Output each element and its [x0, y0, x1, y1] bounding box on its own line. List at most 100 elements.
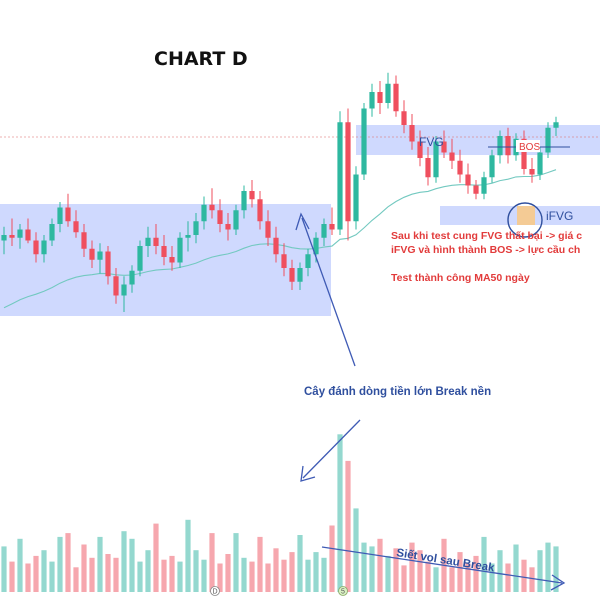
fvg-label: FVG — [419, 135, 444, 149]
candle-body — [9, 235, 15, 238]
volume-bar — [465, 563, 471, 592]
candle-body — [401, 111, 407, 125]
volume-bar — [433, 567, 439, 592]
volume-bar — [297, 535, 303, 592]
volume-bar — [241, 557, 247, 592]
candle-body — [497, 136, 503, 156]
volume-bar — [473, 555, 479, 592]
retest-highlight-fill — [517, 206, 535, 225]
note-line-3: Test thành công MA50 ngày — [391, 272, 530, 284]
volume-bar — [529, 567, 535, 592]
volume-bar — [89, 557, 95, 592]
volume-bar — [217, 563, 223, 592]
volume-bar — [193, 550, 199, 592]
volume-bar — [153, 523, 159, 592]
candle-body — [209, 204, 215, 211]
volume-bar — [281, 559, 287, 592]
volume-bar — [113, 557, 119, 592]
candle-body — [145, 237, 151, 246]
candlestick-series — [1, 72, 559, 312]
candle-body — [105, 251, 111, 277]
candle-body — [217, 210, 223, 224]
candle-body — [553, 122, 559, 128]
volume-bar — [97, 536, 103, 592]
volume-bar — [145, 550, 151, 592]
squeeze-arrow-line — [321, 546, 563, 584]
volume-bar — [457, 552, 463, 592]
candle-body — [65, 207, 71, 222]
break-arrow-head — [295, 212, 310, 231]
volume-bars — [1, 434, 559, 592]
volume-bar — [257, 536, 263, 592]
candle-body — [233, 210, 239, 230]
volume-bar — [417, 550, 423, 592]
volume-bar — [273, 548, 279, 592]
candle-body — [17, 229, 23, 238]
candle-body — [473, 185, 479, 194]
candle-body — [113, 276, 119, 296]
candle-body — [97, 251, 103, 260]
candle-body — [129, 270, 135, 285]
base-range-zone — [0, 204, 331, 316]
volume-bar — [65, 533, 71, 592]
marker-d-text: D — [213, 589, 218, 596]
candle-body — [249, 191, 255, 200]
volume-bar — [497, 550, 503, 592]
candle-body — [49, 224, 55, 241]
fvg-zone — [356, 125, 600, 155]
candle-body — [289, 268, 295, 282]
candle-body — [537, 152, 543, 175]
volume-bar — [481, 536, 487, 592]
candle-body — [201, 204, 207, 222]
candle-body — [425, 158, 431, 178]
candle-body — [385, 83, 391, 103]
break-note: Cây đánh dòng tiền lớn Break nền — [304, 386, 491, 398]
volume-bar — [393, 548, 399, 592]
volume-bar — [321, 557, 327, 592]
volume-bar — [57, 536, 63, 592]
volume-bar — [337, 434, 343, 592]
candle-body — [169, 257, 175, 263]
candle-body — [225, 224, 231, 230]
candle-body — [505, 136, 511, 156]
candle-body — [361, 108, 367, 175]
candle-body — [521, 138, 527, 169]
volume-bar — [449, 567, 455, 592]
volume-arrow-head — [300, 465, 316, 482]
volume-bar — [521, 559, 527, 592]
volume-bar — [177, 561, 183, 592]
candle-body — [41, 240, 47, 255]
volume-bar — [105, 554, 111, 592]
bos-label-bg — [516, 140, 540, 152]
volume-bar — [225, 554, 231, 592]
candle-body — [377, 92, 383, 103]
candle-body — [321, 224, 327, 238]
volume-bar — [33, 555, 39, 592]
volume-bar — [313, 552, 319, 592]
volume-bar — [209, 533, 215, 592]
candle-body — [457, 160, 463, 175]
candle-body — [273, 237, 279, 255]
candle-body — [449, 152, 455, 161]
candle-body — [337, 122, 343, 230]
volume-bar — [385, 555, 391, 592]
candle-body — [545, 127, 551, 153]
candle-body — [409, 125, 415, 142]
volume-bar — [17, 538, 23, 592]
candle-body — [441, 141, 447, 153]
volume-bar — [545, 542, 551, 592]
volume-bar — [329, 525, 335, 592]
marker-5-circle — [338, 586, 348, 596]
volume-bar — [305, 559, 311, 592]
candle-body — [369, 92, 375, 109]
volume-bar — [377, 538, 383, 592]
candle-body — [417, 141, 423, 158]
marker-d-circle — [210, 586, 220, 596]
candle-body — [33, 240, 39, 255]
ifvg-label: iFVG — [546, 209, 573, 223]
volume-bar — [49, 561, 55, 592]
candle-body — [313, 237, 319, 255]
candle-body — [257, 199, 263, 222]
candle-body — [265, 221, 271, 238]
volume-bar — [353, 508, 359, 592]
